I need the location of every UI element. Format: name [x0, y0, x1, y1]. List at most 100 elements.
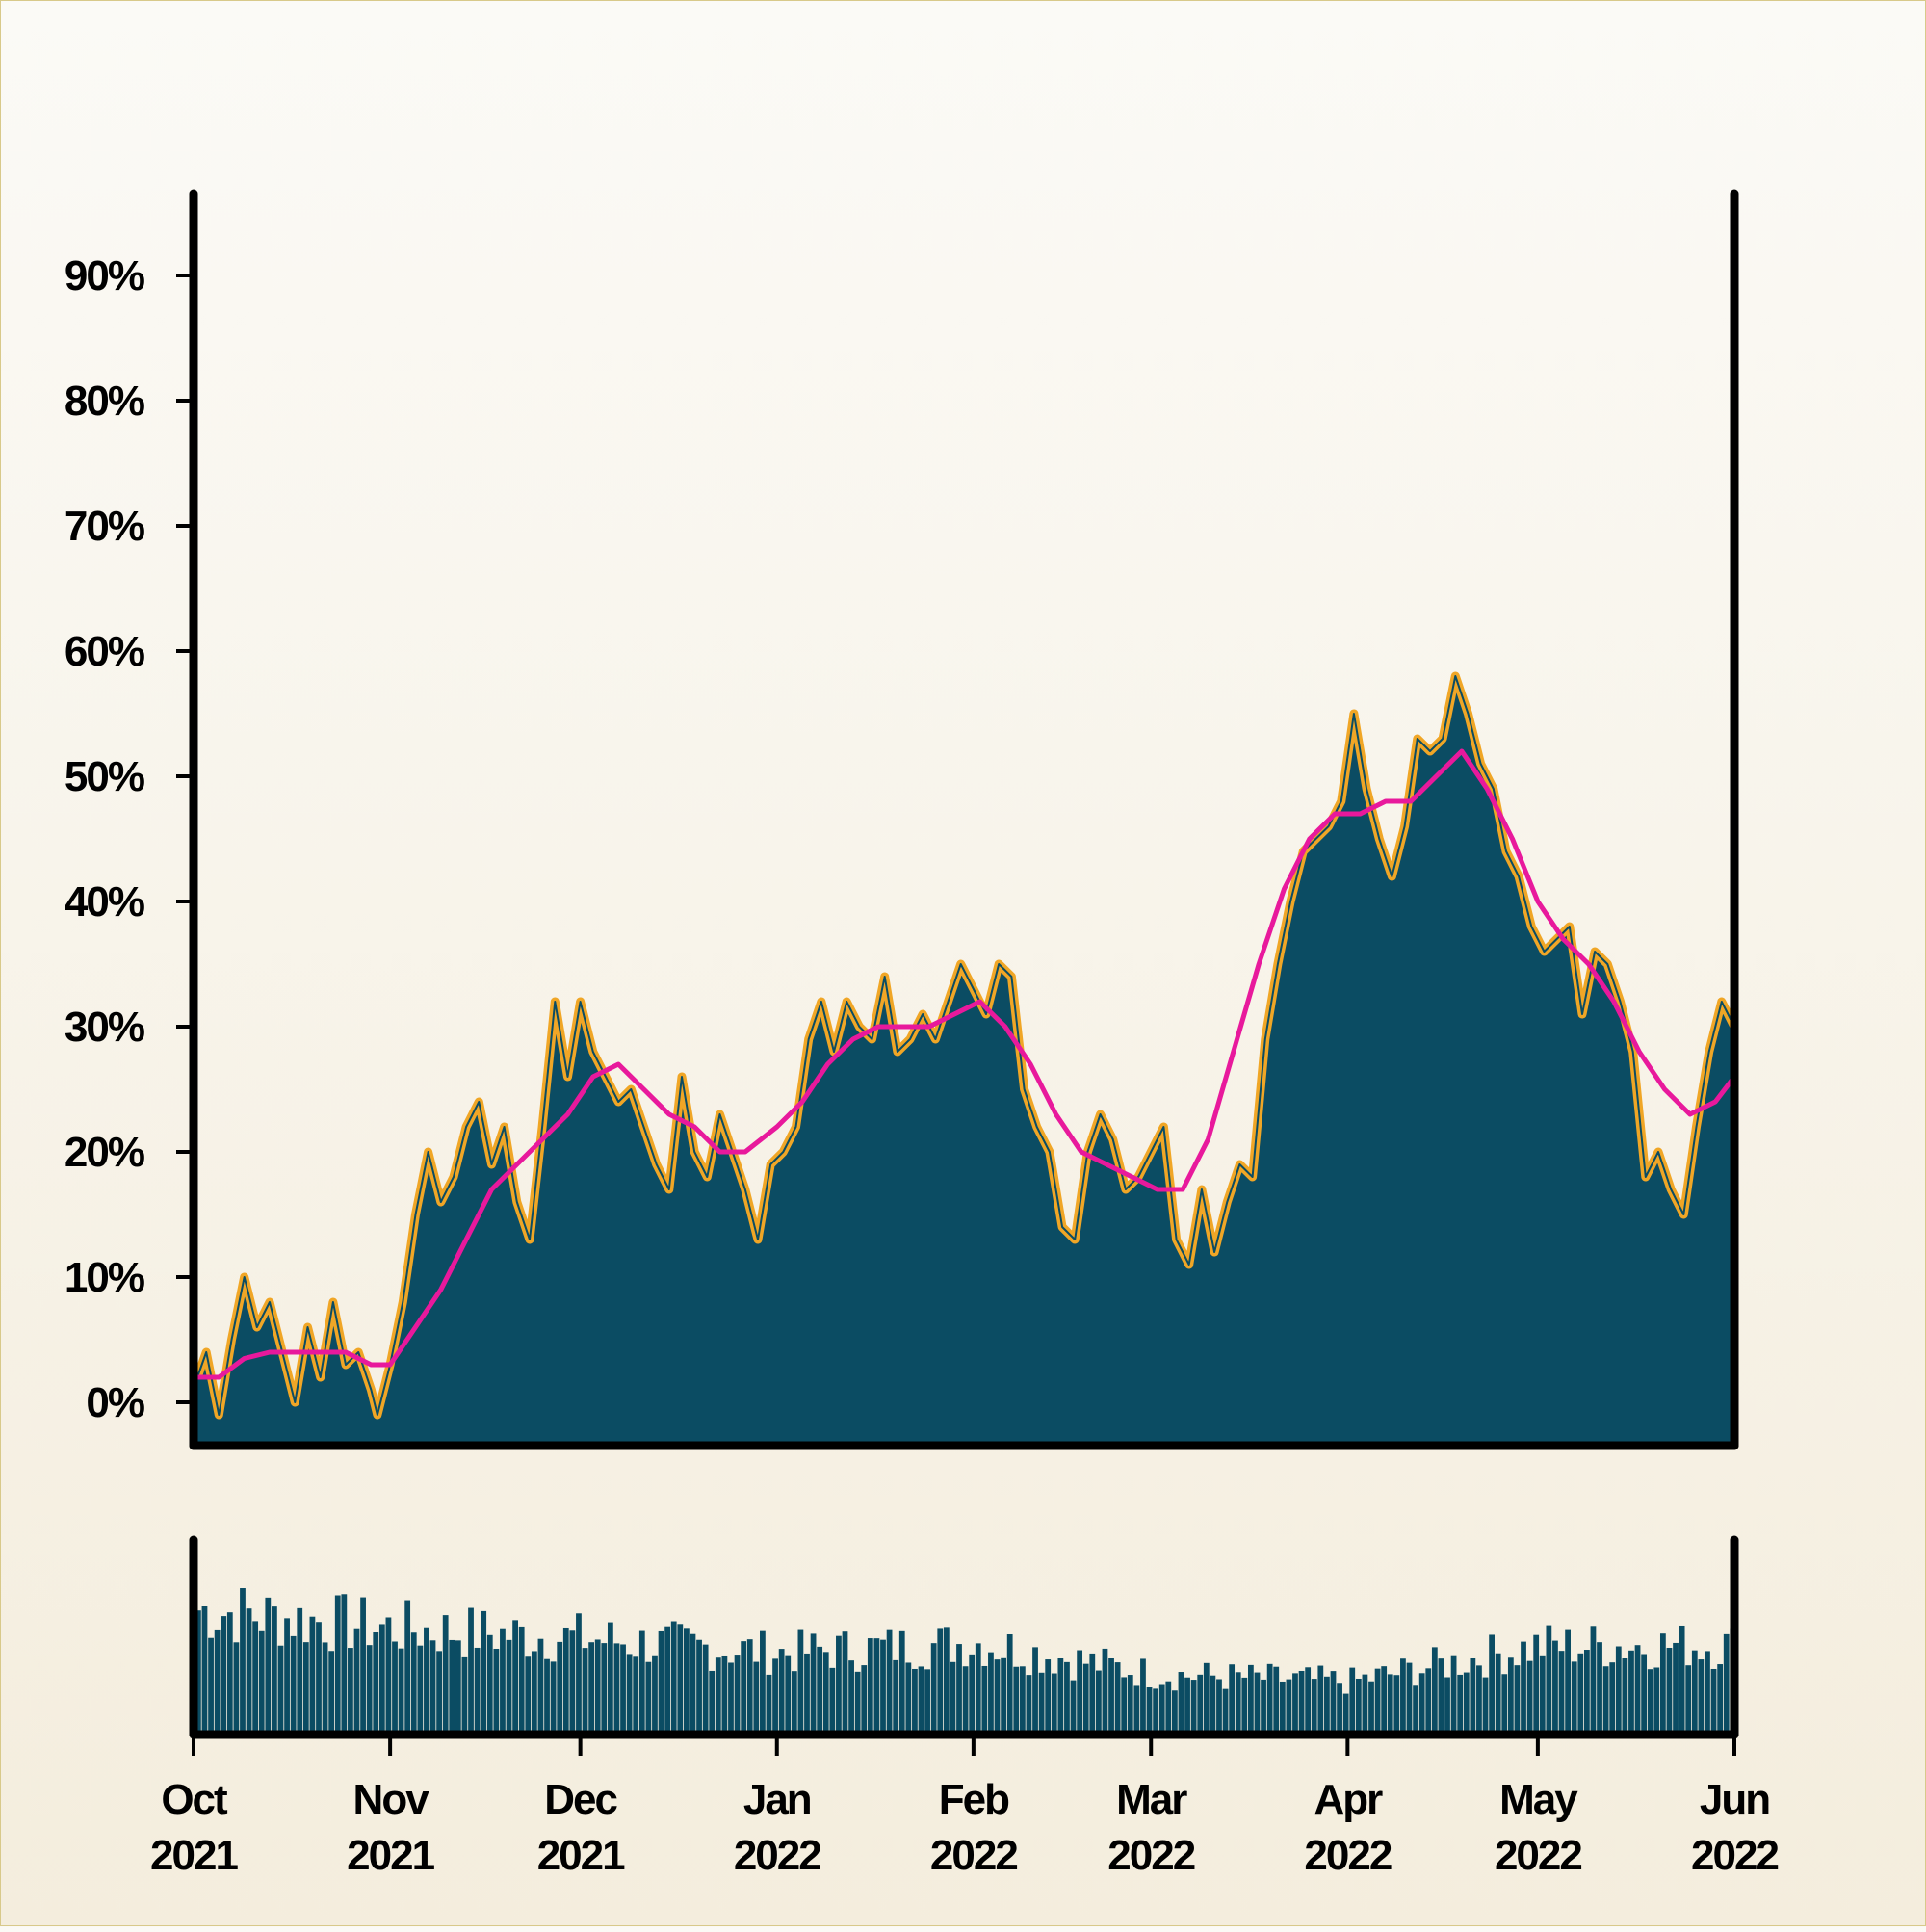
- volume-bar: [1292, 1673, 1298, 1732]
- volume-bar: [1261, 1679, 1266, 1732]
- volume-bar: [1659, 1633, 1666, 1732]
- volume-bar: [1158, 1684, 1165, 1732]
- volume-bar: [1165, 1681, 1172, 1732]
- volume-bar: [550, 1661, 557, 1732]
- volume-bar: [760, 1630, 766, 1732]
- volume-bar: [1558, 1651, 1565, 1732]
- volume-bar: [778, 1649, 785, 1732]
- volume-bar: [715, 1657, 721, 1732]
- volume-bar: [1216, 1679, 1222, 1732]
- volume-bar: [1362, 1674, 1368, 1732]
- volume-bar: [1070, 1680, 1077, 1732]
- volume-bar: [810, 1633, 817, 1732]
- volume-bar: [1051, 1673, 1057, 1732]
- volume-bar: [1140, 1658, 1146, 1732]
- volume-bar: [1387, 1674, 1393, 1732]
- volume-bar: [645, 1661, 652, 1732]
- volume-bar: [297, 1607, 303, 1732]
- volume-bar: [893, 1659, 899, 1732]
- y-tick-label: 0%: [86, 1379, 143, 1426]
- y-tick-label: 90%: [65, 252, 144, 300]
- volume-bar: [1476, 1665, 1482, 1732]
- daily-area: [197, 676, 1734, 1446]
- volume-bar: [1114, 1662, 1121, 1732]
- x-tick-year-label: 2022: [1691, 1832, 1778, 1879]
- x-tick-month-label: May: [1499, 1776, 1578, 1823]
- x-tick-labels: Oct 2021 Nov 2021 Dec 2021 Jan 2022 Feb 2022 Mar 20…: [150, 1735, 1780, 1879]
- volume-bar: [246, 1608, 252, 1732]
- volume-bar: [392, 1641, 398, 1732]
- volume-bar: [981, 1665, 988, 1732]
- volume-bar: [334, 1595, 341, 1732]
- volume-bar: [195, 1610, 201, 1732]
- volume-bar: [1266, 1663, 1273, 1732]
- volume-bar: [461, 1656, 468, 1732]
- volume-bar: [1317, 1665, 1324, 1732]
- volume-bar: [569, 1630, 576, 1732]
- volume-bar: [316, 1622, 322, 1732]
- volume-bar: [1444, 1677, 1450, 1732]
- x-tick-year-label: 2021: [150, 1832, 238, 1879]
- y-tick-label: 30%: [65, 1004, 144, 1051]
- volume-bar: [360, 1597, 366, 1732]
- volume-bar: [988, 1652, 994, 1732]
- volume-bar: [1533, 1634, 1540, 1732]
- volume-bar: [785, 1655, 792, 1732]
- volume-bar: [1222, 1688, 1229, 1732]
- volume-bar: [1597, 1642, 1602, 1732]
- volume-bar: [658, 1630, 664, 1732]
- volume-bar: [1679, 1625, 1685, 1732]
- volume-bar: [854, 1671, 861, 1732]
- volume-bar: [537, 1638, 544, 1732]
- volume-bar: [1082, 1663, 1089, 1732]
- volume-bar: [1521, 1641, 1526, 1732]
- volume-bar: [829, 1667, 836, 1732]
- volume-bar: [873, 1638, 880, 1732]
- main-plot-area: [193, 671, 1739, 1446]
- volume-bar: [753, 1661, 760, 1732]
- volume-bar: [1203, 1662, 1210, 1732]
- volume-bar: [1133, 1685, 1140, 1732]
- volume-bar: [500, 1628, 506, 1732]
- volume-bar: [1647, 1669, 1653, 1732]
- volume-bar: [1628, 1650, 1634, 1732]
- volume-bar: [290, 1635, 297, 1732]
- volume-bar: [956, 1644, 962, 1732]
- volume-bar: [1393, 1675, 1400, 1732]
- volume-bar: [1552, 1640, 1558, 1732]
- volume-bar: [226, 1612, 233, 1732]
- volume-bar: [544, 1658, 550, 1732]
- volume-bar: [817, 1646, 823, 1732]
- volume-bar: [1526, 1660, 1533, 1732]
- volume-bar: [1590, 1626, 1597, 1732]
- volume-bar: [746, 1639, 753, 1732]
- volume-bar: [633, 1656, 639, 1732]
- volume-bar: [1153, 1688, 1159, 1732]
- volume-bar: [1146, 1687, 1153, 1732]
- volume-bar: [709, 1670, 716, 1732]
- y-tick-label: 50%: [65, 753, 144, 800]
- volume-bar: [962, 1666, 969, 1732]
- volume-bar: [429, 1640, 436, 1732]
- volume-bar: [1482, 1677, 1489, 1732]
- volume-bar: [208, 1637, 214, 1732]
- volume-bar: [582, 1648, 588, 1732]
- x-tick-month-label: Oct: [161, 1776, 228, 1823]
- volume-bar: [1102, 1648, 1108, 1732]
- volume-bar: [1463, 1672, 1470, 1732]
- volume-bar: [1546, 1625, 1552, 1732]
- volume-bar: [576, 1613, 582, 1732]
- volume-bar: [221, 1616, 227, 1732]
- y-tick-labels: 0% 10% 20% 30% 40% 50% 60% 70% 80% 90%: [65, 252, 194, 1426]
- volume-bar: [620, 1644, 626, 1732]
- volume-bar: [284, 1618, 290, 1732]
- volume-bar: [410, 1632, 417, 1732]
- volume-bar: [797, 1629, 804, 1732]
- volume-bar: [1121, 1677, 1128, 1732]
- volume-bar: [626, 1654, 633, 1732]
- volume-bar: [943, 1627, 950, 1732]
- volume-bar: [1298, 1670, 1305, 1732]
- volume-bar: [1622, 1658, 1628, 1732]
